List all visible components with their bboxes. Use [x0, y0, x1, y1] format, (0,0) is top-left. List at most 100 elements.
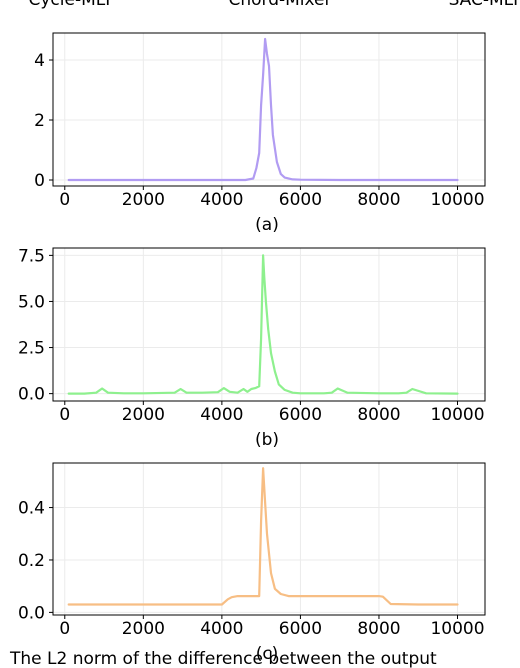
- data-point: [284, 177, 286, 179]
- subplot-label: (a): [255, 215, 279, 235]
- data-point: [264, 38, 266, 40]
- data-point: [456, 393, 459, 395]
- data-point: [291, 392, 294, 394]
- data-point: [103, 179, 105, 181]
- data-point: [83, 393, 86, 395]
- data-point: [250, 388, 252, 390]
- data-point: [142, 179, 144, 181]
- data-point: [456, 179, 459, 181]
- data-point: [244, 179, 247, 181]
- data-point: [236, 392, 239, 394]
- y-tick-label: 0: [34, 171, 45, 191]
- data-point: [398, 392, 400, 394]
- data-point: [258, 385, 260, 387]
- subplot-label: (b): [255, 430, 279, 450]
- data-point: [276, 161, 278, 163]
- data-point: [227, 598, 229, 600]
- data-point: [339, 179, 341, 181]
- data-point: [270, 572, 272, 574]
- data-point: [278, 383, 280, 386]
- data-point: [274, 370, 276, 373]
- header-label-sac-mlp: SAC-MLP: [449, 0, 520, 10]
- x-tick-label: 6000: [279, 619, 322, 639]
- data-point: [323, 392, 325, 394]
- x-tick-label: 4000: [200, 190, 243, 210]
- data-point: [258, 152, 260, 154]
- data-point: [221, 179, 223, 181]
- plot-frame: [52, 32, 486, 187]
- series-line-1: [67, 467, 459, 606]
- x-tick-label: 8000: [357, 190, 400, 210]
- data-point: [299, 392, 302, 394]
- plot-frame: [52, 247, 486, 402]
- data-point: [223, 387, 225, 389]
- y-tick-label: 2.5: [18, 339, 45, 359]
- y-tick-label: 0.0: [18, 385, 45, 405]
- header-row: Cycle-MLP Chord-Mixer SAC-MLP: [29, 0, 520, 10]
- y-tick-label: 7.5: [18, 246, 45, 266]
- data-point: [274, 588, 276, 590]
- data-point: [68, 179, 70, 181]
- data-point: [280, 173, 282, 175]
- data-point: [180, 388, 182, 390]
- x-tick-label: 2000: [122, 405, 165, 425]
- data-point: [390, 603, 392, 605]
- data-point: [266, 533, 268, 535]
- series-line-1: [67, 254, 459, 395]
- data-point: [242, 388, 245, 390]
- data-point: [378, 392, 380, 394]
- data-point: [265, 300, 267, 303]
- data-point: [262, 467, 264, 469]
- data-point: [201, 392, 203, 394]
- data-point: [263, 276, 265, 279]
- data-point: [268, 65, 270, 67]
- data-point: [68, 393, 70, 395]
- data-point: [260, 520, 262, 522]
- data-point: [382, 596, 384, 598]
- data-point: [262, 254, 264, 256]
- chart-panel-3: 0 2000 4000 6000 8000 10000 0.0 0.2 0.4 (c): [18, 462, 486, 664]
- data-point: [456, 603, 459, 606]
- data-point: [95, 392, 97, 394]
- data-point: [417, 603, 419, 606]
- x-tick-label: 2000: [122, 190, 165, 210]
- x-tick-label: 10000: [430, 190, 484, 210]
- data-point: [260, 104, 262, 106]
- data-point: [378, 595, 380, 597]
- data-point: [299, 595, 302, 597]
- y-tick-label: 5.0: [18, 292, 45, 312]
- data-point: [221, 603, 223, 606]
- data-point: [260, 337, 262, 339]
- data-point: [107, 392, 109, 394]
- data-point: [229, 391, 231, 393]
- data-point: [299, 179, 302, 181]
- header-label-cycle-mlp: Cycle-MLP: [29, 0, 116, 10]
- header-label-chord-mixer: Chord-Mixer: [228, 0, 331, 10]
- y-tick-label: 0.0: [18, 603, 45, 623]
- data-point: [258, 595, 260, 597]
- data-point: [270, 104, 272, 106]
- data-point: [254, 387, 256, 389]
- data-point: [267, 328, 269, 330]
- data-point: [425, 392, 427, 394]
- data-point: [142, 603, 144, 606]
- data-point: [337, 387, 339, 390]
- data-point: [252, 177, 254, 180]
- x-tick-label: 6000: [279, 405, 322, 425]
- data-point: [182, 603, 184, 606]
- x-tick-label: 8000: [357, 619, 400, 639]
- data-point: [284, 389, 286, 391]
- data-point: [411, 388, 413, 390]
- x-tick-label: 0: [59, 405, 70, 425]
- x-tick-label: 6000: [279, 190, 322, 210]
- data-point: [217, 391, 219, 393]
- data-point: [142, 392, 144, 394]
- data-point: [339, 595, 341, 597]
- data-point: [231, 596, 233, 598]
- y-tick-label: 0.4: [18, 499, 45, 519]
- data-point: [291, 178, 294, 180]
- data-point: [236, 595, 239, 597]
- x-tick-label: 4000: [200, 405, 243, 425]
- x-tick-label: 2000: [122, 619, 165, 639]
